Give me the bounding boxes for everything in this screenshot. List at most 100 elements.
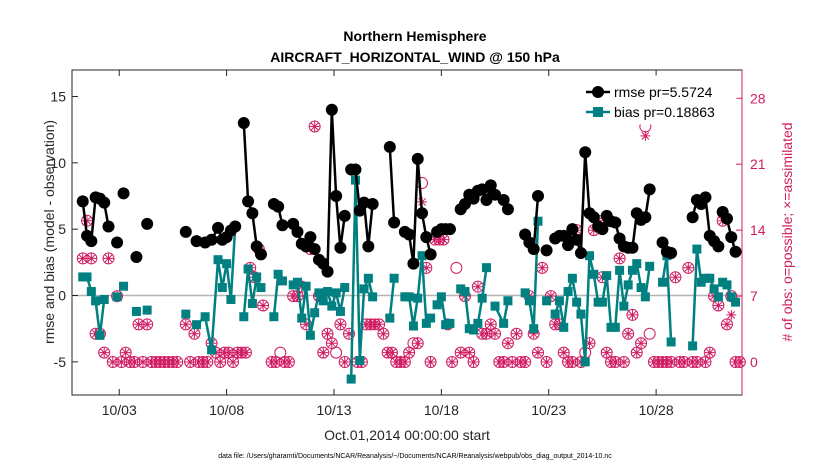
bias-point [359, 284, 369, 294]
obs-assimilated-point [189, 328, 200, 339]
obs-assimilated-point [404, 347, 415, 358]
obs-assimilated-point [326, 338, 337, 349]
bias-line-segment [195, 226, 237, 352]
chart-title-line-1: Northern Hemisphere [343, 28, 486, 44]
bias-point [213, 255, 223, 265]
bias-point [520, 288, 530, 298]
rmse-point [574, 247, 587, 260]
bias-point [404, 292, 414, 302]
x-tick-label: 10/23 [531, 402, 566, 418]
bias-point [305, 330, 315, 340]
obs-assimilated-point [82, 215, 92, 226]
obs-assimilated-point [86, 253, 97, 264]
bias-point [292, 277, 302, 287]
chart-title-line-2: AIRCRAFT_HORIZONTAL_WIND @ 150 hPa [270, 49, 560, 65]
bias-point [615, 265, 625, 275]
bias-point [503, 296, 513, 306]
bias-point [200, 312, 210, 322]
bias-point [277, 276, 287, 286]
rmse-point [388, 216, 401, 229]
obs-possible-point [643, 327, 656, 340]
rmse-point [686, 211, 699, 224]
obs-assimilated-point [202, 357, 213, 367]
obs-assimilated-point [142, 319, 153, 330]
bias-point [86, 287, 96, 297]
rmse-point [407, 257, 420, 270]
bias-point [658, 277, 668, 287]
bias-point [627, 265, 637, 275]
obs-assimilated-point [618, 357, 629, 367]
rmse-point [205, 233, 218, 246]
rmse-point [272, 200, 285, 213]
obs-possible-point [257, 299, 270, 312]
rmse-point [308, 243, 321, 256]
bias-point [490, 301, 500, 311]
obs-possible-point [446, 356, 459, 369]
rmse-point [458, 197, 471, 210]
rmse-point [246, 207, 259, 220]
obs-assimilated-point [528, 328, 539, 339]
legend-box [581, 75, 737, 125]
bias-point [610, 322, 620, 332]
obs-assimilated-point [129, 357, 140, 367]
obs-possible-point [450, 261, 463, 274]
footer-data-file: data file: /Users/gharamti/Documents/NCA… [218, 453, 612, 460]
rmse-point [254, 248, 267, 261]
obs-assimilated-point [412, 338, 423, 349]
obs-assimilated-point [120, 347, 131, 358]
bias-line-segment [388, 278, 396, 319]
obs-assimilated-point [133, 319, 144, 330]
bias-point [705, 273, 715, 283]
bias-point [247, 298, 257, 308]
bias-point [436, 292, 446, 302]
rmse-point [443, 223, 456, 236]
obs-assimilated-point [541, 357, 552, 367]
obs-assimilated-point [683, 262, 694, 273]
rmse-point [489, 188, 502, 201]
bias-point [559, 322, 569, 332]
obs-assimilated-point [511, 328, 522, 339]
obs-possible-point [510, 327, 523, 340]
bias-point [524, 296, 534, 306]
y-tick-label: 5 [58, 221, 66, 237]
bias-point [368, 292, 378, 302]
bias-point [572, 297, 582, 307]
rmse-point [85, 235, 98, 248]
obs-possible-point [613, 252, 626, 265]
rmse-point [102, 220, 115, 233]
bias-point [722, 280, 732, 290]
bias-point [95, 330, 105, 340]
rmse-point [729, 245, 742, 258]
rmse-point [366, 197, 379, 210]
x-tick-label: 10/08 [209, 402, 244, 418]
bias-point [632, 259, 642, 269]
bias-point [529, 324, 539, 334]
obs-possible-point [622, 327, 635, 340]
rmse-point [338, 209, 351, 222]
obs-assimilated-point [610, 357, 621, 367]
rmse-point [527, 243, 540, 256]
bias-point [550, 309, 560, 319]
rmse-point [626, 241, 639, 254]
bias-point [389, 273, 399, 283]
obs-assimilated-point [322, 328, 333, 339]
rmse-point [665, 247, 678, 260]
y2-tick-label: 21 [750, 156, 766, 172]
bias-point [112, 292, 122, 302]
obs-assimilated-point [271, 357, 281, 367]
rmse-point [587, 211, 600, 224]
obs-assimilated-point [339, 357, 350, 367]
bias-point [207, 345, 217, 355]
obs-assimilated-point [464, 347, 475, 358]
bias-point [426, 313, 436, 323]
obs-assimilated-point [627, 309, 638, 320]
bias-point [331, 288, 341, 298]
bias-point [597, 297, 607, 307]
obs-assimilated-point [722, 319, 732, 330]
bias-point [499, 318, 509, 328]
obs-possible-point [626, 308, 639, 321]
obs-assimilated-point [490, 328, 500, 339]
bias-point [477, 293, 487, 303]
bias-point [301, 281, 311, 291]
obs-possible-point [669, 271, 682, 284]
